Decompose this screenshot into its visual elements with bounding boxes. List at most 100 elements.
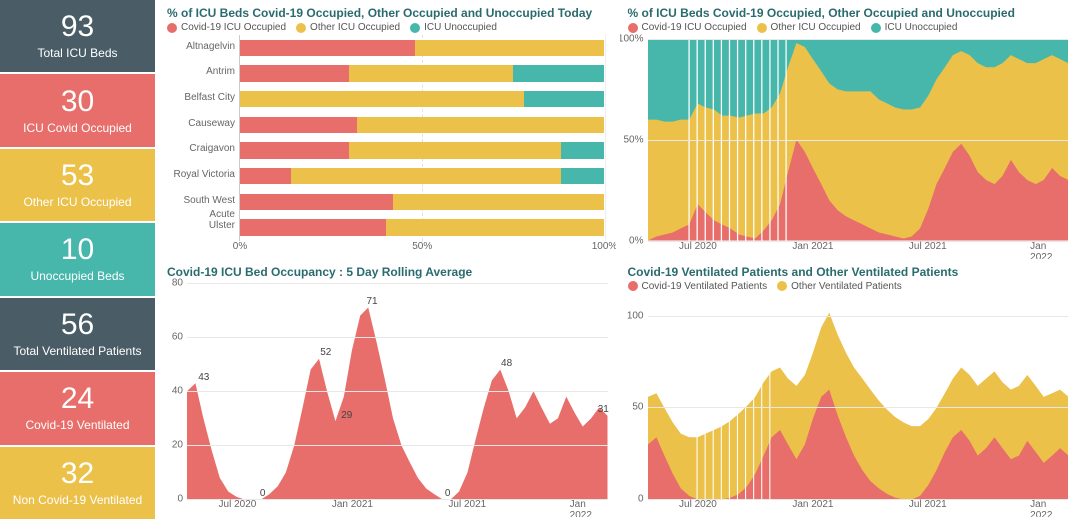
hbar-segment [240, 168, 291, 184]
legend-label: Other ICU Occupied [310, 22, 400, 33]
panel-ventilated: Covid-19 Ventilated Patients and Other V… [620, 263, 1077, 518]
x-axis: Jul 2020Jan 2021Jul 2021Jan 2022 [648, 499, 1069, 515]
hbar-segment [291, 168, 561, 184]
gridline [648, 140, 1069, 141]
gridline [187, 283, 608, 284]
hbar-segment [561, 168, 605, 184]
x-tick: Jan 2022 [1030, 241, 1055, 259]
metric-box: 24 Covid-19 Ventilated [0, 372, 155, 444]
y-tick: 100 [627, 310, 648, 321]
metric-box: 10Unoccupied Beds [0, 223, 155, 295]
legend-swatch [296, 23, 306, 33]
x-tick: Jan 2022 [570, 499, 595, 517]
peak-label: 0 [260, 488, 266, 499]
legend-label: Covid-19 ICU Occupied [181, 22, 286, 33]
metric-label: Unoccupied Beds [30, 269, 124, 283]
y-tick: 0% [629, 235, 647, 246]
peak-label: 71 [366, 296, 377, 307]
hbar-row [240, 142, 605, 158]
x-tick: Jul 2020 [679, 241, 717, 252]
x-axis: Jul 2020 Jan 2021 Jul 2021 Jan 2022 [187, 499, 608, 515]
metric-label: ICU Covid Occupied [23, 121, 132, 135]
hbar-row [240, 65, 605, 81]
y-tick: 50% [623, 134, 647, 145]
panel-title: % of ICU Beds Covid-19 Occupied, Other O… [620, 4, 1077, 20]
metric-label: Total Ventilated Patients [13, 344, 141, 358]
x-tick: Jan 2021 [792, 499, 833, 510]
panel-legend: Covid-19 ICU Occupied Other ICU Occupied I… [620, 20, 1077, 35]
hbar-category-label: Craigavon [189, 142, 235, 158]
legend-swatch [757, 23, 767, 33]
panel-title: Covid-19 ICU Bed Occupancy : 5 Day Rolli… [159, 263, 616, 279]
x-tick: 100% [592, 241, 616, 252]
legend-label: Covid-19 Ventilated Patients [642, 281, 768, 292]
hbar-category-label: Antrim [206, 65, 235, 81]
x-tick: Jan 2021 [332, 499, 373, 510]
legend-swatch [628, 281, 638, 291]
x-tick: Jul 2021 [909, 241, 947, 252]
metrics-sidebar: 93 Total ICU Beds 30ICU Covid Occupied53Ot… [0, 0, 155, 521]
y-tick: 60 [172, 331, 187, 342]
panel-legend: Covid-19 Ventilated Patients Other Ventil… [620, 279, 1077, 294]
metric-label: Covid-19 Ventilated [25, 418, 129, 432]
metric-label: Total ICU Beds [37, 46, 117, 60]
hbar-segment [240, 219, 386, 235]
panel-title: % of ICU Beds Covid-19 Occupied, Other O… [159, 4, 616, 20]
legend-item: Other Ventilated Patients [777, 281, 902, 292]
hbar-row [240, 219, 605, 235]
peak-label: 43 [198, 372, 209, 383]
y-tick: 0 [638, 494, 648, 505]
hbar-segment [513, 65, 604, 81]
legend-item: ICU Unoccupied [410, 22, 497, 33]
legend-swatch [871, 23, 881, 33]
chart-stacked-time: 0%50%100%Jul 2020Jan 2021Jul 2021Jan 202… [620, 35, 1077, 259]
gridline [648, 316, 1069, 317]
hbar-category-label: Altnagelvin [186, 40, 235, 56]
hbar-segment [240, 65, 349, 81]
legend-item: Covid-19 ICU Occupied [167, 22, 286, 33]
x-tick: 50% [412, 241, 432, 252]
panel-hbar: % of ICU Beds Covid-19 Occupied, Other O… [159, 4, 616, 259]
x-axis: Jul 2020Jan 2021Jul 2021Jan 2022 [648, 241, 1069, 257]
hbar-row [240, 168, 605, 184]
legend-item: ICU Unoccupied [871, 22, 958, 33]
metric-box: 30ICU Covid Occupied [0, 74, 155, 146]
panel-rolling: Covid-19 ICU Bed Occupancy : 5 Day Rolli… [159, 263, 616, 518]
legend-label: ICU Unoccupied [885, 22, 958, 33]
x-tick: Jul 2020 [219, 499, 257, 510]
hbar-category-label: Belfast City [184, 91, 235, 107]
hbar-category-label: Causeway [188, 117, 235, 133]
legend-item: Covid-19 Ventilated Patients [628, 281, 768, 292]
metric-box: 53Other ICU Occupied [0, 149, 155, 221]
hbar-category-label: Royal Victoria [173, 168, 235, 184]
metric-value: 32 [61, 459, 94, 489]
metric-value: 93 [61, 12, 94, 42]
panel-title: Covid-19 Ventilated Patients and Other V… [620, 263, 1077, 279]
hbar-segment [386, 219, 605, 235]
y-tick: 80 [172, 277, 187, 288]
metric-box: 93 Total ICU Beds [0, 0, 155, 72]
x-tick: Jul 2020 [679, 499, 717, 510]
legend-label: ICU Unoccupied [424, 22, 497, 33]
legend-label: Covid-19 ICU Occupied [642, 22, 747, 33]
panel-legend: Covid-19 ICU Occupied Other ICU Occupied I… [159, 20, 616, 35]
legend-swatch [410, 23, 420, 33]
peak-label: 52 [320, 347, 331, 358]
hbar-segment [349, 65, 513, 81]
x-tick: Jul 2021 [448, 499, 486, 510]
chart-hbar: Altnagelvin Antrim Belfast City Causeway Cra… [159, 35, 616, 259]
peak-label: 31 [598, 404, 609, 415]
hbar-segment [524, 91, 604, 107]
chart-ventilated: 050100Jul 2020Jan 2021Jul 2021Jan 2022 [620, 294, 1077, 518]
legend-item: Other ICU Occupied [757, 22, 861, 33]
main-grid: % of ICU Beds Covid-19 Occupied, Other O… [155, 0, 1080, 521]
metric-box: 56Total Ventilated Patients [0, 298, 155, 370]
hbar-row [240, 194, 605, 210]
legend-item: Other ICU Occupied [296, 22, 400, 33]
gridline [648, 407, 1069, 408]
hbar-segment [240, 117, 357, 133]
hbar-row [240, 40, 605, 56]
y-tick: 20 [172, 439, 187, 450]
gridline [187, 391, 608, 392]
metric-value: 24 [61, 384, 94, 414]
